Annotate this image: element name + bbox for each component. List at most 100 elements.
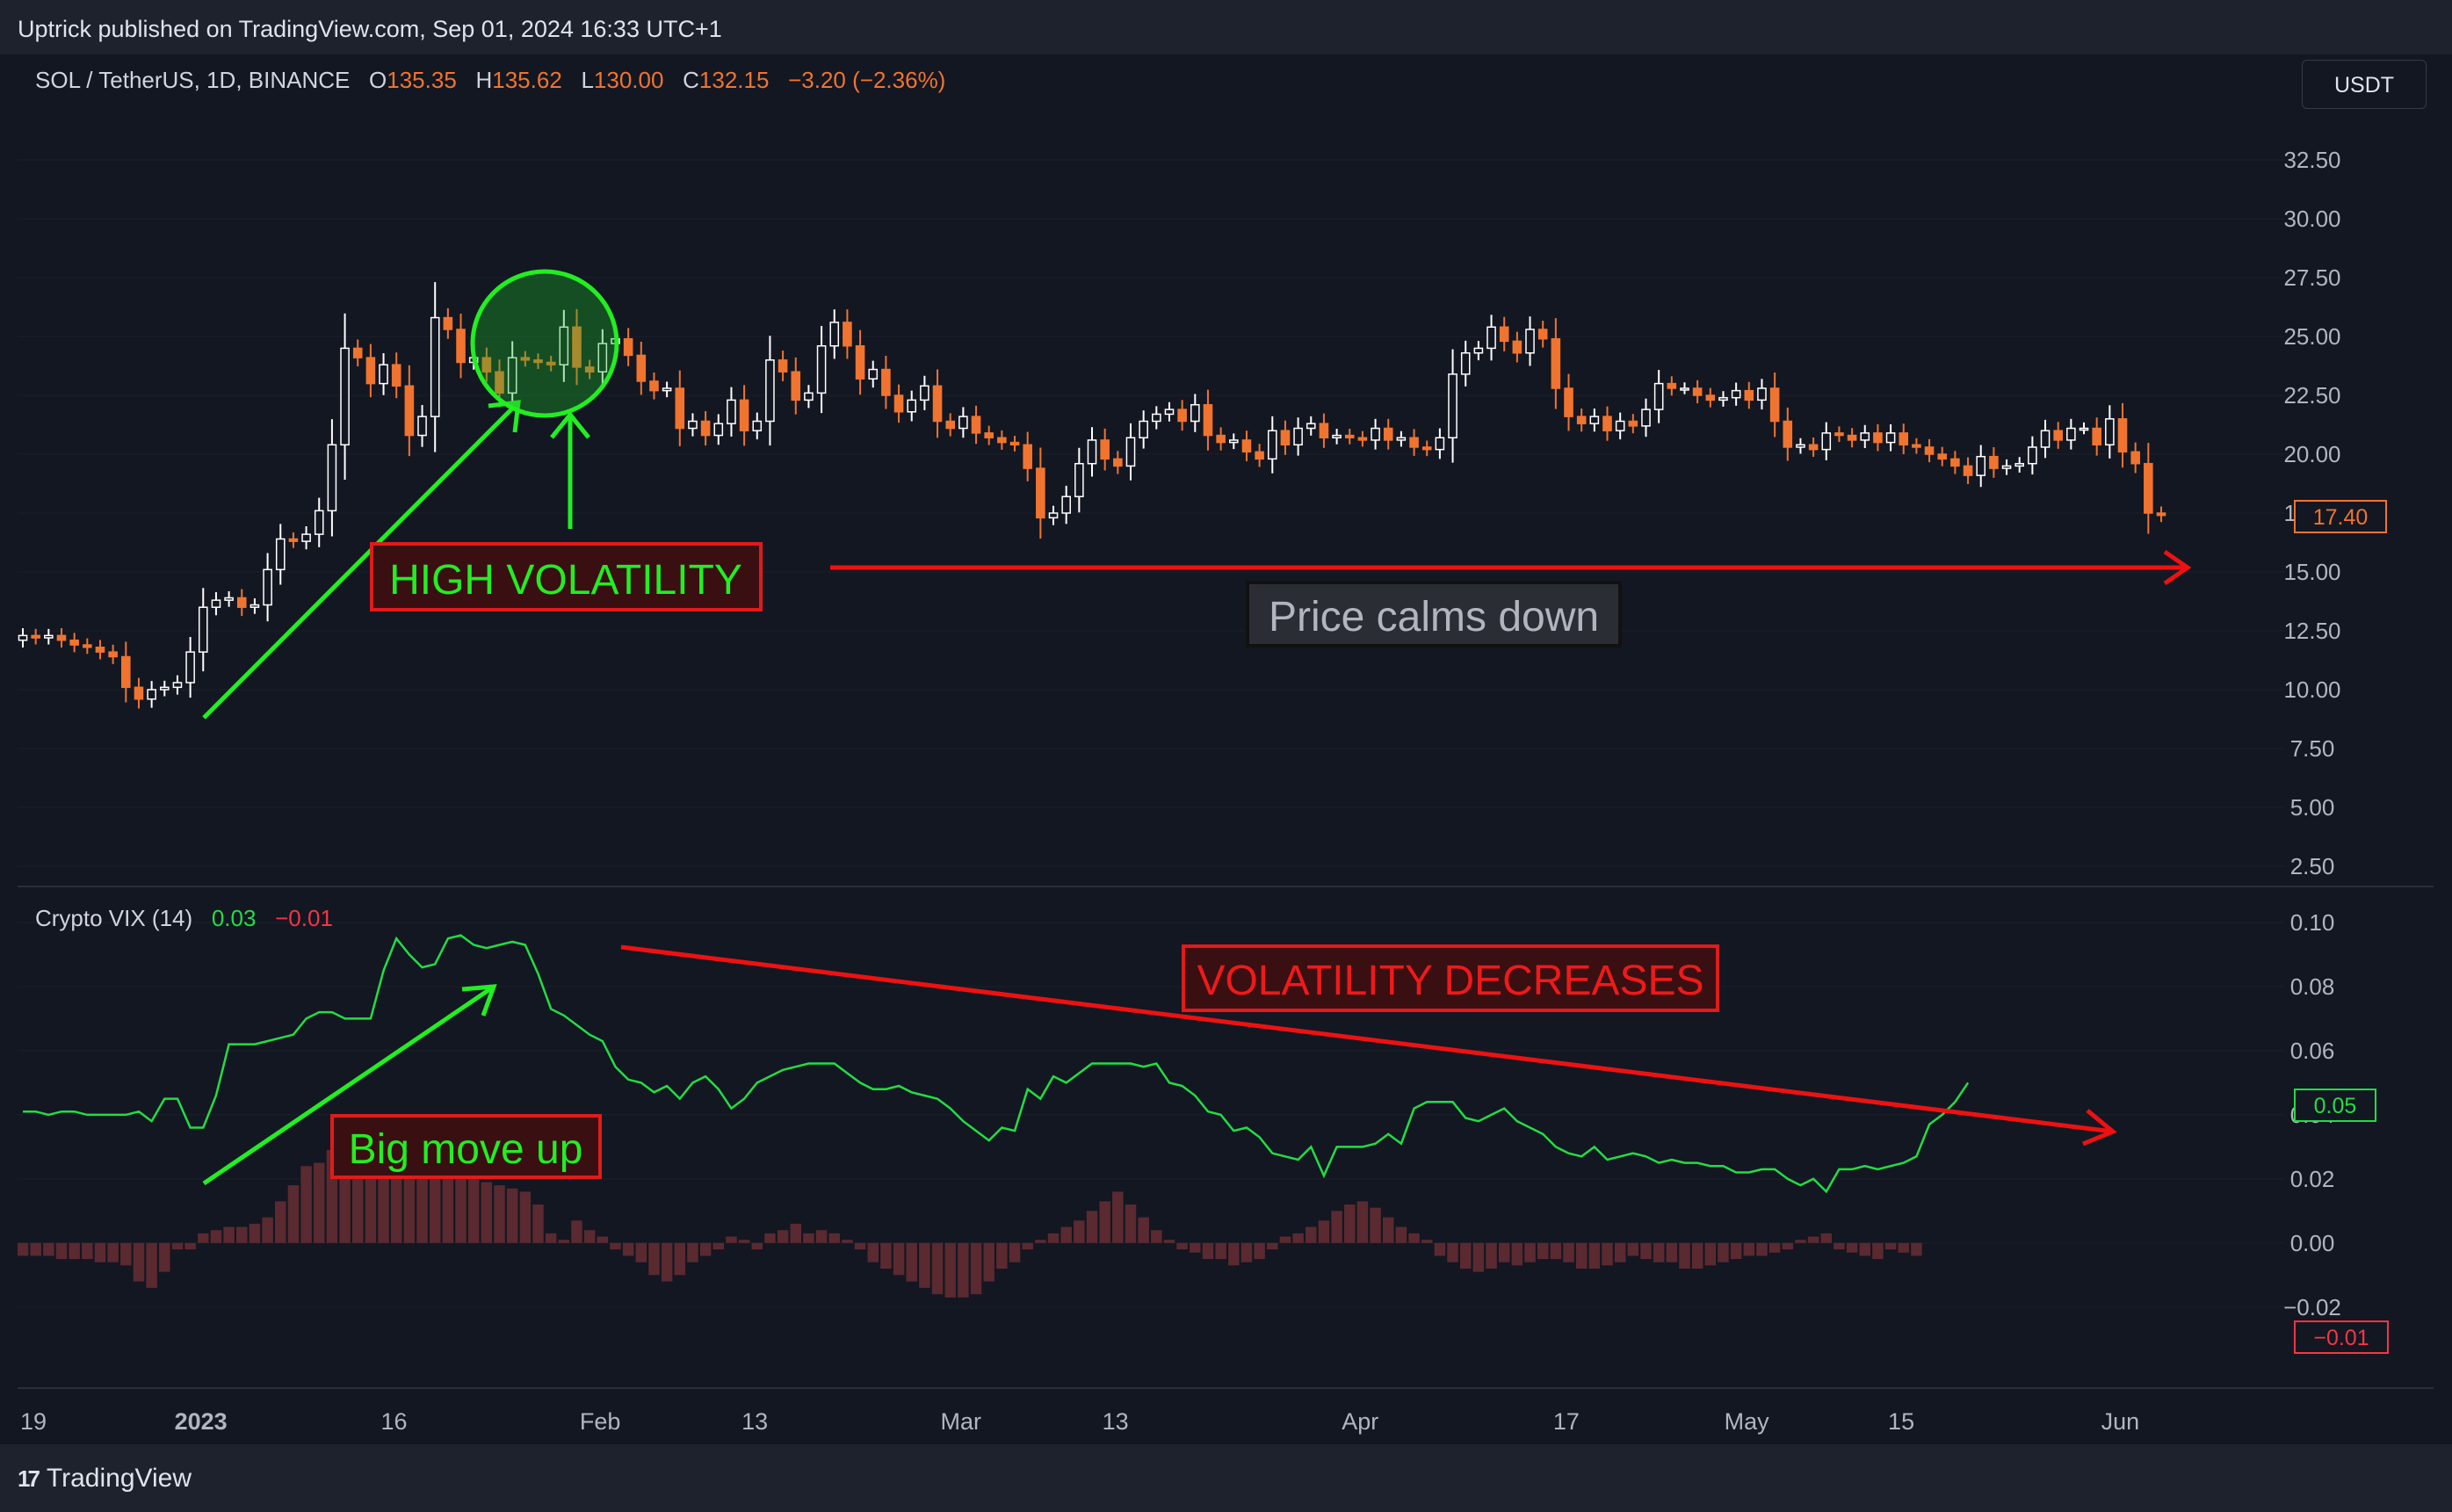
candle bbox=[379, 353, 388, 395]
legend-open: 135.35 bbox=[387, 67, 457, 93]
candle-body bbox=[662, 387, 672, 392]
histogram-bar bbox=[506, 1188, 518, 1243]
candle-body bbox=[1512, 340, 1523, 354]
chart-area[interactable]: 32.5030.0027.5025.0022.5020.0017.5015.00… bbox=[17, 54, 2434, 1444]
candle-body bbox=[352, 347, 363, 358]
histogram-bar bbox=[1846, 1242, 1858, 1253]
candle bbox=[1293, 417, 1303, 456]
candle bbox=[443, 307, 453, 339]
candle bbox=[1267, 416, 1277, 474]
histogram-bar bbox=[815, 1230, 828, 1243]
histogram-bar bbox=[1383, 1217, 1394, 1243]
candle bbox=[1873, 423, 1883, 452]
histogram-bar bbox=[944, 1242, 956, 1298]
histogram-bar bbox=[1047, 1233, 1060, 1243]
histogram-bar bbox=[1640, 1242, 1652, 1260]
histogram-bar bbox=[1292, 1233, 1304, 1243]
price-axis-label: 15.00 bbox=[2283, 559, 2340, 585]
histogram-bar bbox=[558, 1240, 570, 1243]
candle-body bbox=[95, 647, 105, 653]
candle-body bbox=[44, 634, 54, 639]
histogram-bar bbox=[1898, 1242, 1909, 1253]
histogram-bar bbox=[1099, 1201, 1110, 1243]
candle bbox=[1976, 445, 1986, 488]
candle bbox=[56, 628, 67, 648]
candle-body bbox=[507, 357, 517, 394]
volatility-highlight-circle bbox=[470, 269, 619, 418]
candle bbox=[352, 339, 363, 367]
histogram-bar bbox=[107, 1242, 119, 1262]
candle bbox=[1821, 422, 1832, 460]
legend-low-label: L bbox=[581, 67, 594, 93]
candle-body bbox=[1976, 455, 1986, 476]
histogram-bar bbox=[1563, 1242, 1574, 1262]
histogram-bar bbox=[726, 1236, 737, 1243]
legend-open-label: O bbox=[369, 67, 387, 93]
tradingview-logo[interactable]: 17 TradingView bbox=[18, 1464, 192, 1494]
candle bbox=[932, 369, 943, 438]
time-axis-label: 13 bbox=[741, 1408, 768, 1435]
candle-body bbox=[1396, 437, 1407, 441]
candle-body bbox=[778, 359, 788, 373]
candle bbox=[2066, 418, 2076, 450]
candle bbox=[2105, 405, 2115, 459]
candle-body bbox=[649, 380, 659, 392]
candle bbox=[675, 370, 685, 446]
candle-body bbox=[2130, 451, 2140, 465]
histogram-bar bbox=[1472, 1242, 1485, 1272]
last-price-tag: 17.40 bbox=[2294, 500, 2387, 533]
candle bbox=[855, 329, 865, 395]
candle-body bbox=[481, 357, 492, 373]
chart-svg[interactable]: 32.5030.0027.5025.0022.5020.0017.5015.00… bbox=[17, 54, 2434, 1444]
candle bbox=[391, 352, 401, 399]
candle-body bbox=[147, 689, 156, 700]
histogram-bar bbox=[1022, 1242, 1033, 1250]
hist-value-tag: −0.01 bbox=[2294, 1320, 2389, 1354]
candle bbox=[1641, 398, 1651, 438]
candle-body bbox=[1989, 455, 1999, 469]
vix-legend-hist: −0.01 bbox=[275, 905, 333, 931]
candle-body bbox=[1306, 423, 1316, 430]
candle bbox=[1048, 505, 1059, 525]
footer-bar bbox=[0, 1444, 2452, 1512]
candle bbox=[1757, 379, 1767, 410]
candle bbox=[1009, 436, 1020, 452]
candle-body bbox=[2014, 462, 2025, 467]
candle-body bbox=[597, 343, 608, 373]
histogram-bar bbox=[1151, 1230, 1162, 1243]
vix-legend: Crypto VIX (14) 0.03 −0.01 bbox=[35, 905, 333, 932]
histogram-bar bbox=[1356, 1201, 1369, 1243]
histogram-bar bbox=[1447, 1242, 1458, 1262]
candle-body bbox=[675, 387, 685, 430]
candle bbox=[159, 680, 170, 697]
candle-body bbox=[1796, 444, 1805, 448]
histogram-bar bbox=[854, 1242, 866, 1250]
candle bbox=[1074, 447, 1084, 513]
candle bbox=[1744, 381, 1754, 409]
price-axis-label: 27.50 bbox=[2283, 264, 2340, 291]
currency-button[interactable]: USDT bbox=[2302, 60, 2427, 109]
candle bbox=[1667, 376, 1677, 396]
vix-axis-label: −0.02 bbox=[2283, 1294, 2341, 1320]
candle-body bbox=[1950, 458, 1960, 467]
histogram-bar bbox=[1035, 1240, 1046, 1243]
candle bbox=[893, 384, 904, 423]
candle-body bbox=[1319, 423, 1329, 438]
histogram-bar bbox=[1820, 1233, 1833, 1243]
candle bbox=[829, 309, 840, 359]
candle-body bbox=[1821, 432, 1832, 451]
histogram-bar bbox=[519, 1191, 532, 1243]
candle bbox=[2028, 436, 2037, 475]
candle-body bbox=[1190, 403, 1200, 423]
histogram-bar bbox=[82, 1242, 93, 1260]
histogram-bar bbox=[287, 1185, 300, 1243]
histogram-bar bbox=[996, 1242, 1008, 1269]
label-big-move-text: Big move up bbox=[349, 1126, 583, 1173]
candle bbox=[1164, 402, 1175, 422]
candle-body bbox=[2079, 427, 2089, 431]
candle bbox=[791, 357, 801, 415]
candle-body bbox=[1100, 439, 1110, 460]
candle bbox=[597, 329, 608, 387]
candle-body bbox=[327, 444, 337, 512]
histogram-bar bbox=[120, 1242, 132, 1266]
